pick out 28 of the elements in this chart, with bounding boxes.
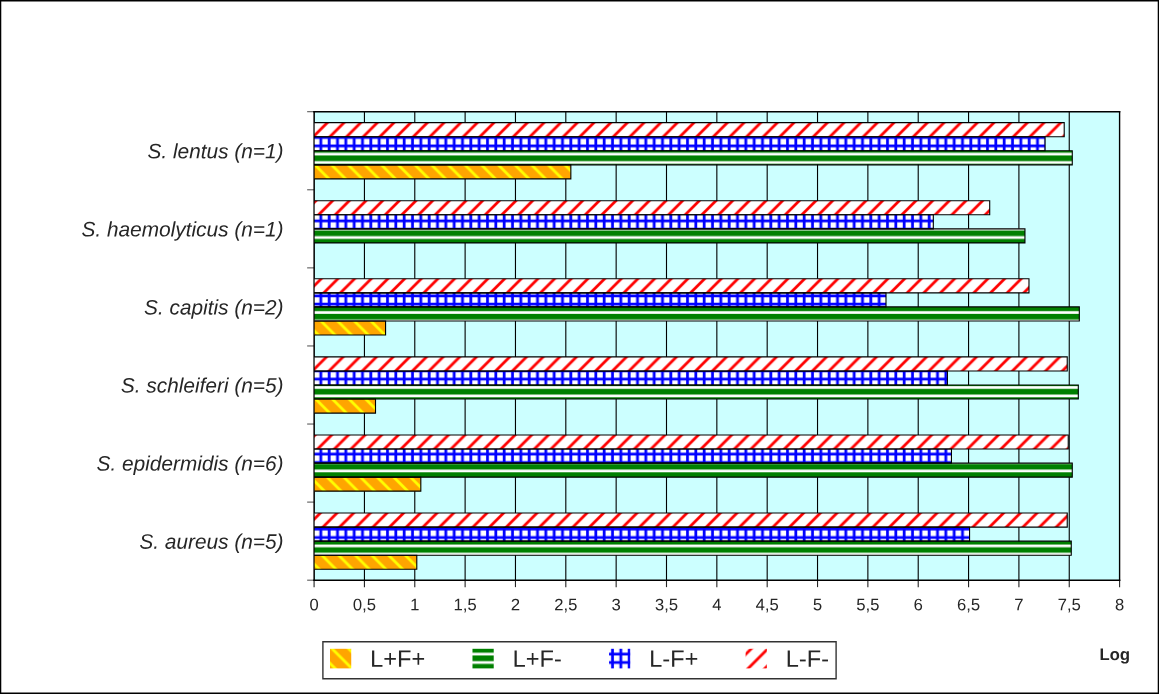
x-tick-label: 7,5 <box>1058 598 1081 613</box>
x-tick-label: 2,5 <box>555 598 577 613</box>
legend-label: L+F- <box>514 650 561 667</box>
x-tick-label: 6 <box>914 598 923 611</box>
x-tick-label: 3 <box>612 598 621 611</box>
x-tick-label: 0,5 <box>353 598 376 613</box>
y-tick-label: S. schleiferi (n=5) <box>121 377 283 397</box>
x-axis-title: Log <box>1100 648 1129 664</box>
legend-label: L-F+ <box>651 650 698 667</box>
legend-label: L-F- <box>787 650 828 667</box>
x-tick-label: 1 <box>411 598 419 611</box>
x-tick-label: 5 <box>813 598 822 611</box>
x-tick-label: 4,5 <box>755 598 779 613</box>
x-tick-label: 4 <box>712 598 721 611</box>
x-tick-label: 6,5 <box>957 598 980 613</box>
y-tick-label: S. capitis (n=2) <box>144 299 283 319</box>
y-tick-label: S. aureus (n=5) <box>139 533 283 554</box>
y-tick-label: S. haemolyticus (n=1) <box>82 221 283 241</box>
x-tick-label: 3,5 <box>655 598 678 613</box>
x-tick-label: 2 <box>511 598 520 611</box>
x-tick-label: 7 <box>1015 598 1023 611</box>
y-tick-label: S. lentus (n=1) <box>148 143 283 163</box>
legend-label: L+F+ <box>372 650 425 667</box>
x-tick-label: 1,5 <box>454 598 477 613</box>
x-tick-label: 5,5 <box>856 598 879 613</box>
x-tick-label: 8 <box>1115 598 1124 611</box>
x-tick-label: 0 <box>310 598 319 611</box>
y-tick-label: S. epidermidis (n=6) <box>97 455 283 475</box>
